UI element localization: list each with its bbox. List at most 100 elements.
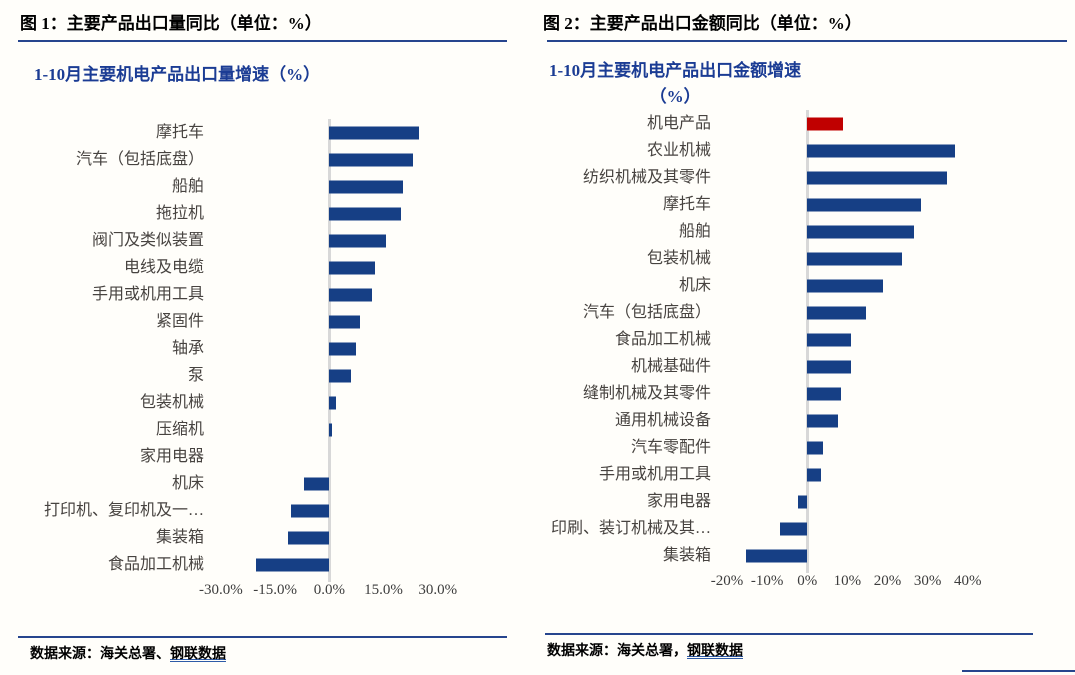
zero-axis-line [327, 497, 331, 524]
figure-2-title-wrap: 1-10月主要机电产品出口金额增速 （%） [549, 58, 1075, 110]
x-tick-label: 15.0% [364, 582, 403, 598]
bar-positive [807, 198, 922, 211]
plot-cell [210, 146, 530, 173]
bar-negative [779, 522, 808, 535]
plot-cell [210, 254, 530, 281]
category-label: 包装机械 [139, 394, 204, 411]
zero-axis-line [805, 542, 809, 569]
category-label: 通用机械设备 [614, 412, 711, 429]
chart-row: 汽车（包括底盘） [537, 299, 1064, 326]
x-tick-label: 10% [833, 573, 862, 589]
x-tick-label: 0.0% [313, 582, 345, 598]
plot-cell [210, 524, 530, 551]
plot-cell [717, 353, 1064, 380]
chart-row: 集装箱 [537, 542, 1064, 569]
bar-positive [807, 279, 884, 292]
bar-negative [290, 504, 330, 517]
chart-row: 农业机械 [537, 137, 1064, 164]
figure-2-chart-title-line1: 1-10月主要机电产品出口金额增速 [549, 61, 802, 80]
x-tick-label: -30.0% [198, 582, 243, 598]
category-label: 家用电器 [646, 493, 711, 510]
figure-1-source-rule [18, 636, 507, 638]
figure-1-source: 数据来源：海关总署、钢联数据 [30, 645, 537, 665]
source-text: 数据来源：海关总署、 [30, 647, 170, 662]
x-tick-label: 30% [913, 573, 942, 589]
chart-row: 集装箱 [0, 524, 530, 551]
plot-cell [717, 245, 1064, 272]
plot-cell [210, 119, 530, 146]
bar-positive [807, 171, 947, 184]
source-link-gangliandata[interactable]: 钢联数据 [170, 647, 226, 662]
figure-1-x-axis: -30.0% -15.0% 0.0% 15.0% 30.0% [199, 578, 530, 604]
zero-axis-line [327, 551, 331, 578]
zero-axis-line [327, 443, 331, 470]
chart-row: 电线及电缆 [0, 254, 530, 281]
chart-row: 船舶 [0, 173, 530, 200]
plot-cell [210, 497, 530, 524]
chart-row: 包装机械 [0, 389, 530, 416]
chart-row: 食品加工机械 [537, 326, 1064, 353]
category-label: 汽车零配件 [630, 439, 711, 456]
category-label: 机床 [678, 277, 711, 294]
plot-cell [210, 281, 530, 308]
bar-negative [256, 558, 330, 571]
figure-1-bar-chart: 摩托车 汽车（包括底盘） 船舶 拖拉机 阀门及类似装置 电线及电缆 手用或机用工具 紧固件 轴承… [0, 119, 530, 578]
bar-positive [807, 387, 841, 400]
chart-row: 阀门及类似装置 [0, 227, 530, 254]
bar-positive [329, 342, 357, 355]
chart-row: 包装机械 [537, 245, 1064, 272]
plot-cell [717, 380, 1064, 407]
category-label: 机械基础件 [630, 358, 711, 375]
zero-axis-line [805, 515, 809, 542]
bar-positive [807, 441, 823, 454]
plot-cell [717, 299, 1064, 326]
chart-row: 机床 [537, 272, 1064, 299]
chart-row: 机床 [0, 470, 530, 497]
plot-cell [717, 191, 1064, 218]
plot-cell [210, 551, 530, 578]
x-tick-label: 0% [797, 573, 818, 589]
category-label: 纺织机械及其零件 [582, 169, 711, 186]
bar-positive [807, 360, 851, 373]
plot-cell [717, 407, 1064, 434]
figure-1: 图 1：主要产品出口量同比（单位：%） 1-10月主要机电产品出口量增速（%） … [0, 0, 537, 675]
category-label: 食品加工机械 [107, 556, 204, 573]
zero-axis-stub [805, 569, 809, 573]
chart-row: 汽车零配件 [537, 434, 1064, 461]
chart-row: 船舶 [537, 218, 1064, 245]
source-link-gangliandata[interactable]: 钢联数据 [687, 644, 743, 659]
category-label: 农业机械 [646, 142, 711, 159]
bar-positive [329, 234, 387, 247]
x-tick-label: 40% [953, 573, 982, 589]
plot-cell [210, 173, 530, 200]
bar-negative [746, 549, 808, 562]
bar-positive [329, 369, 351, 382]
chart-row: 轴承 [0, 335, 530, 362]
bar-positive [807, 144, 955, 157]
category-label: 摩托车 [155, 124, 204, 141]
category-label: 紧固件 [155, 313, 204, 330]
bar-positive [329, 423, 333, 436]
category-label: 集装箱 [662, 547, 711, 564]
zero-axis-line [805, 488, 809, 515]
figure-2-header: 图 2：主要产品出口金额同比（单位：%） [543, 14, 862, 33]
figure-2-chart-title: 1-10月主要机电产品出口金额增速 （%） [549, 58, 801, 110]
figure-2-source: 数据来源：海关总署，钢联数据 [547, 642, 1075, 662]
chart-row: 缝制机械及其零件 [537, 380, 1064, 407]
figure-1-header: 图 1：主要产品出口量同比（单位：%） [20, 14, 322, 33]
x-tick-label: -15.0% [253, 582, 297, 598]
category-label: 阀门及类似装置 [91, 232, 204, 249]
chart-row: 纺织机械及其零件 [537, 164, 1064, 191]
category-label: 船舶 [678, 223, 711, 240]
category-label: 船舶 [171, 178, 204, 195]
x-tick-label: 30.0% [418, 582, 458, 598]
plot-cell [210, 308, 530, 335]
chart-row: 手用或机用工具 [537, 461, 1064, 488]
figure-2-x-axis: -20% -10% 0% 10% 20% 30% 40% [711, 569, 1064, 595]
plot-cell [717, 137, 1064, 164]
category-label: 打印机、复印机及一… [43, 502, 204, 519]
category-label: 机电产品 [646, 115, 711, 132]
bar-positive [807, 225, 914, 238]
bar-positive [329, 207, 402, 220]
